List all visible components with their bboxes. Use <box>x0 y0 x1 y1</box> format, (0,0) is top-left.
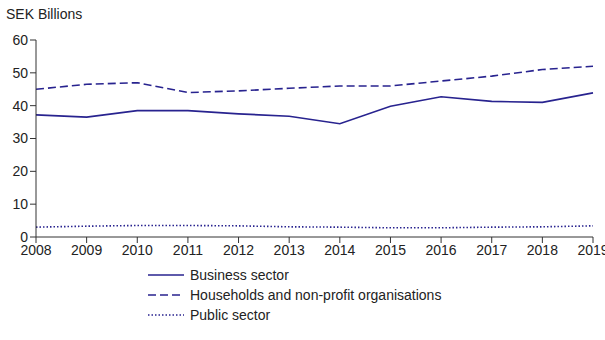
html-text:Households and non-profit orga: Households and non-profit organisations <box>190 287 442 303</box>
svg-text:0: 0 <box>20 229 28 245</box>
svg-text:2017: 2017 <box>476 242 507 258</box>
svg-text:40: 40 <box>12 98 28 114</box>
svg-text:2012: 2012 <box>223 242 254 258</box>
svg-text:2014: 2014 <box>324 242 355 258</box>
svg-text:2009: 2009 <box>71 242 102 258</box>
svg-text:30: 30 <box>12 130 28 146</box>
svg-text:2008: 2008 <box>20 241 52 258</box>
svg-text:20: 20 <box>12 163 28 179</box>
svg-text:2019: 2019 <box>577 242 605 258</box>
svg-text:2016: 2016 <box>426 242 457 258</box>
svg-text:10: 10 <box>12 196 28 212</box>
svg-text:2018: 2018 <box>527 242 558 258</box>
svg-text:2010: 2010 <box>122 242 153 258</box>
svg-text:2015: 2015 <box>375 242 406 258</box>
html-text:Public sector: Public sector <box>190 307 271 323</box>
svg-text:2011: 2011 <box>173 242 203 258</box>
html-text:Business sector: Business sector <box>190 267 289 283</box>
svg-text:50: 50 <box>12 65 28 81</box>
html-text:SEK Billions: SEK Billions <box>6 6 83 22</box>
svg-text:60: 60 <box>12 32 28 48</box>
svg-text:2013: 2013 <box>274 242 305 258</box>
